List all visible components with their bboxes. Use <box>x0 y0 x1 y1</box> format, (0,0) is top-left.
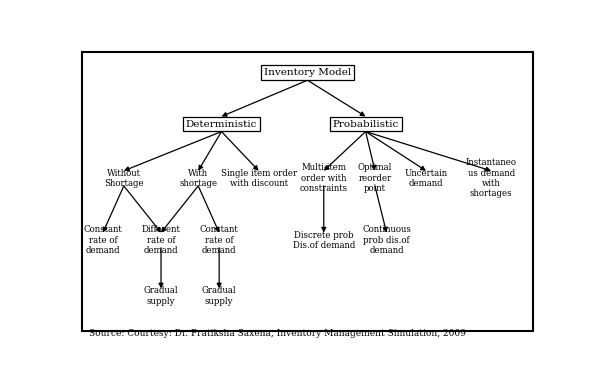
Text: Instantaneo
us demand
with
shortages: Instantaneo us demand with shortages <box>466 158 517 198</box>
Text: Multi-item
order with
constraints: Multi-item order with constraints <box>300 163 348 193</box>
Text: Continuous
prob dis.of
demand: Continuous prob dis.of demand <box>362 225 411 255</box>
Text: Gradual
supply: Gradual supply <box>144 287 178 306</box>
Text: Discrete prob
Dis.of demand: Discrete prob Dis.of demand <box>293 230 355 250</box>
Text: Source: Courtesy: Dr. Pratiksha Saxena, Inventory Management Simulation, 2009: Source: Courtesy: Dr. Pratiksha Saxena, … <box>89 329 466 338</box>
Text: Uncertain
demand: Uncertain demand <box>404 169 448 188</box>
Text: Optimal
reorder
point: Optimal reorder point <box>358 163 392 193</box>
Text: Gradual
supply: Gradual supply <box>202 287 236 306</box>
Text: Without
Shortage: Without Shortage <box>104 169 143 188</box>
Text: Constant
rate of
demand: Constant rate of demand <box>83 225 122 255</box>
Text: Different
rate of
demand: Different rate of demand <box>142 225 181 255</box>
Text: Probabilistic: Probabilistic <box>332 120 399 129</box>
Text: Single item order
with discount: Single item order with discount <box>221 169 297 188</box>
Text: Constant
rate of
demand: Constant rate of demand <box>200 225 239 255</box>
Text: Deterministic: Deterministic <box>186 120 257 129</box>
Text: Inventory Model: Inventory Model <box>264 68 351 77</box>
Text: With
shortage: With shortage <box>179 169 217 188</box>
